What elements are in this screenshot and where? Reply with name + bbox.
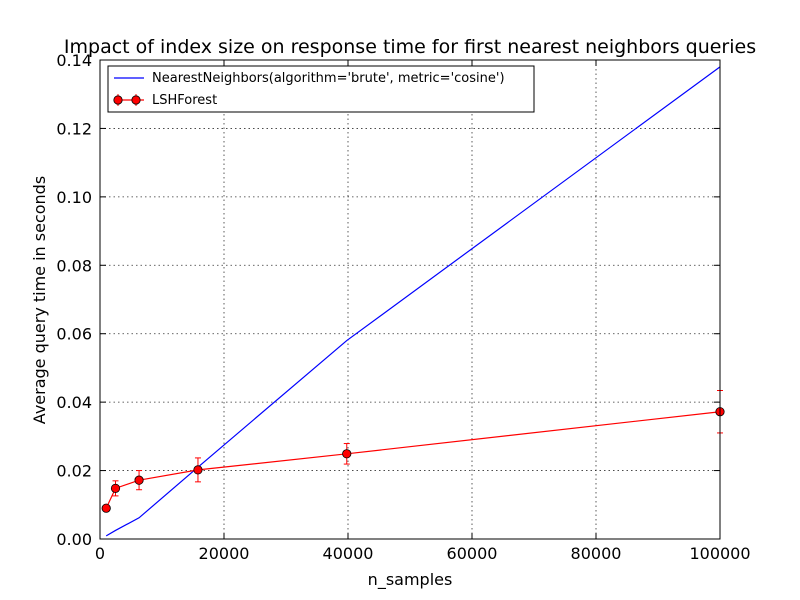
- x-tick-label: 100000: [689, 544, 750, 563]
- y-tick-label: 0.14: [56, 51, 92, 70]
- series-line-0: [105, 66, 721, 537]
- legend-lsh-marker: [113, 95, 123, 105]
- legend-lsh-label: LSHForest: [152, 93, 217, 108]
- data-point: [342, 449, 352, 459]
- y-tick-label: 0.12: [56, 119, 92, 138]
- x-axis-label: n_samples: [368, 570, 453, 590]
- data-point: [193, 465, 203, 475]
- legend-nn-label: NearestNeighbors(algorithm='brute', metr…: [152, 71, 505, 86]
- series-layer: [101, 66, 725, 537]
- tick-layer: 0 20000 40000 60000 80000 100000 0.00 0.02 0.04 0…: [56, 51, 750, 563]
- grid-lines: [100, 60, 720, 539]
- legend-box: [107, 65, 535, 113]
- x-tick-label: 0: [95, 544, 105, 563]
- y-tick-label: 0.10: [56, 188, 92, 207]
- x-tick-label: 40000: [323, 544, 374, 563]
- data-point: [134, 475, 144, 485]
- y-tick-label: 0.00: [56, 530, 92, 549]
- plot-frame: [99, 59, 721, 540]
- legend: NearestNeighbors(algorithm='brute', metr…: [107, 65, 535, 113]
- x-tick-label: 80000: [571, 544, 622, 563]
- data-point: [101, 503, 111, 513]
- y-tick-label: 0.06: [56, 325, 92, 344]
- legend-lsh-marker-2: [131, 95, 141, 105]
- y-tick-label: 0.08: [56, 256, 92, 275]
- y-tick-label: 0.02: [56, 462, 92, 481]
- chart-title: Impact of index size on response time fo…: [64, 36, 756, 58]
- data-point: [110, 483, 121, 493]
- x-tick-label: 20000: [199, 544, 250, 563]
- y-axis-label: Average query time in seconds: [30, 176, 49, 424]
- x-tick-label: 60000: [447, 544, 498, 563]
- y-tick-label: 0.04: [56, 393, 92, 412]
